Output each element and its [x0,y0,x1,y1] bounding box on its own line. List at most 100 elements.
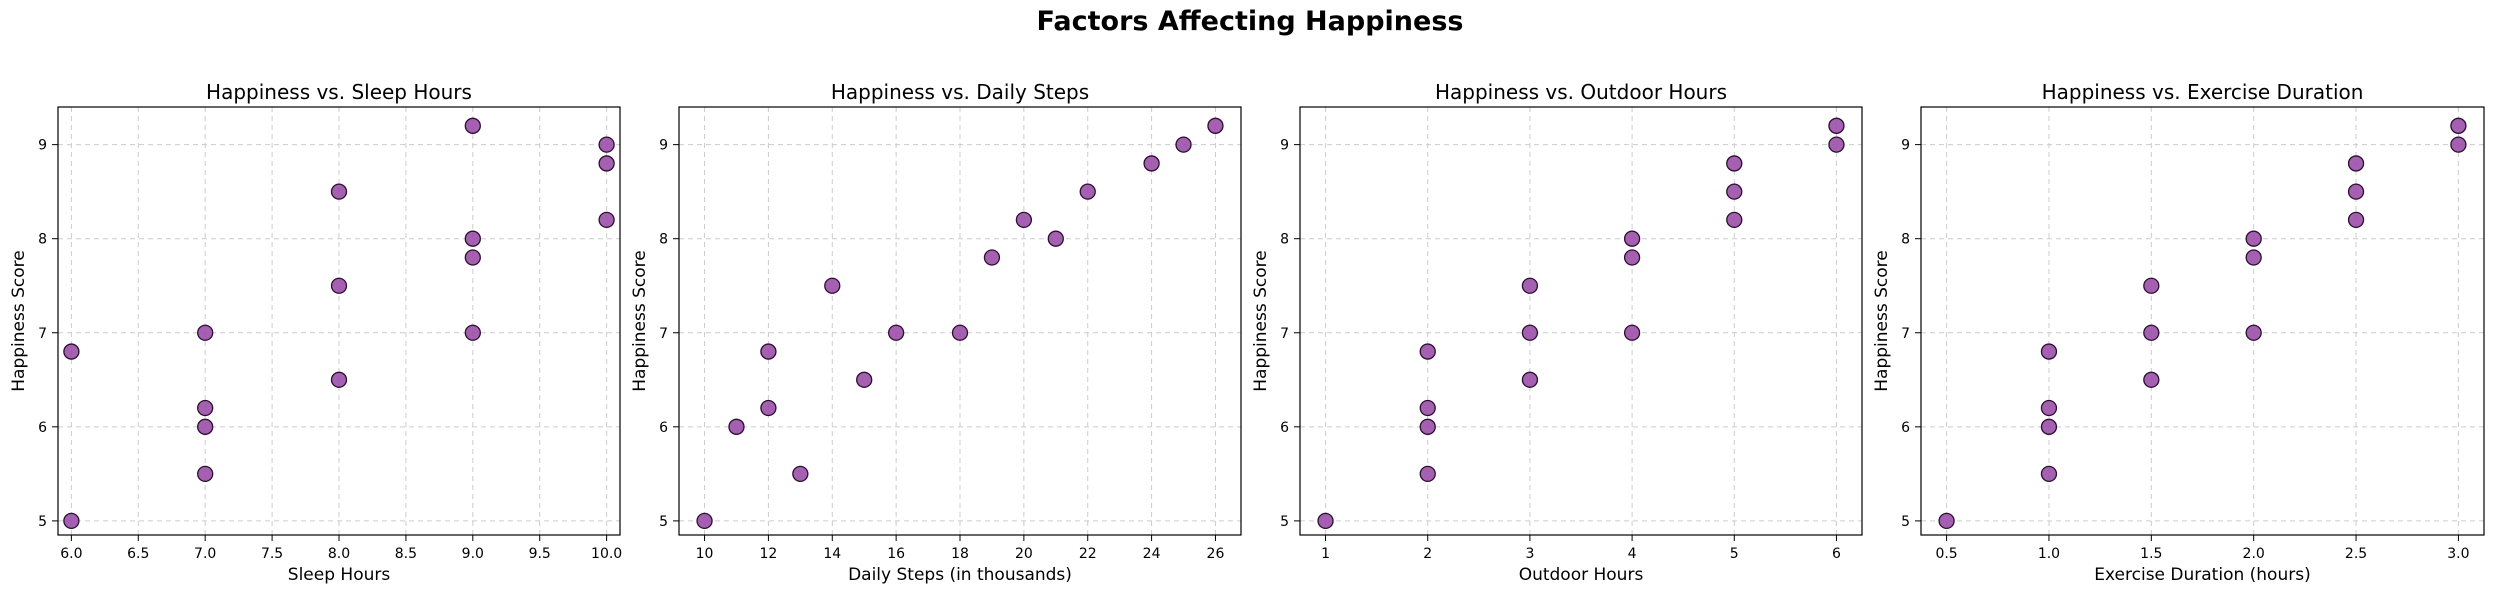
x-tick-label: 22 [1079,546,1097,562]
y-tick-label: 7 [1280,326,1289,342]
chart-title: Happiness vs. Outdoor Hours [1435,80,1727,104]
y-tick-label: 8 [659,232,668,248]
plot-frame [57,106,621,536]
y-tick-label: 6 [1901,420,1910,436]
x-tick-label: 9.5 [529,546,551,562]
data-point [2040,418,2058,435]
data-point [2040,465,2058,483]
data-point [2040,343,2058,360]
x-tick-label: 7.0 [194,546,216,562]
x-tick-label: 2.5 [2345,546,2367,562]
x-tick-label: 1.5 [2140,546,2162,562]
chart-panel-2: 10 12 14 16 18 20 22 24 26 5 6 7 8 9 Happiness vs. Dai… [630,80,1242,585]
data-point [464,230,481,247]
data-point [2347,183,2365,200]
y-tick-label: 8 [1901,232,1910,248]
x-tick-label: 2.0 [2243,546,2265,562]
data-point [1938,512,1955,530]
y-tick-label: 5 [1280,514,1289,530]
chart-panel-4: 0.5 1.0 1.5 2.0 2.5 3.0 5 6 7 8 9 Happiness vs. Exe… [1872,80,2485,585]
data-point [598,211,615,229]
data-point [1623,230,1641,247]
data-point [1726,183,1743,200]
y-tick-label: 5 [659,514,668,530]
x-tick-label: 2 [1423,546,1432,562]
y-tick-label: 9 [38,138,47,154]
plot-frame [678,106,1242,536]
y-axis-label: Happiness Score [630,250,650,391]
x-tick-label: 1 [1321,546,1330,562]
data-point [63,343,80,360]
chart-title: Happiness vs. Exercise Duration [2042,80,2364,104]
x-tick-label: 26 [1207,546,1225,562]
x-tick-label: 12 [759,546,777,562]
data-point [2040,399,2058,417]
data-point [330,183,348,200]
data-point [1726,155,1743,172]
y-tick-label: 5 [1901,514,1910,530]
data-point [1828,136,1845,153]
y-axis-label: Happiness Score [1251,250,1271,391]
chart-title: Happiness vs. Daily Steps [831,80,1089,104]
x-tick-label: 1.0 [2038,546,2060,562]
x-tick-label: 10.0 [591,546,622,562]
data-point [1015,211,1033,229]
x-tick-label: 14 [823,546,841,562]
x-axis-label: Sleep Hours [288,565,391,585]
x-axis-label: Exercise Duration (hours) [2094,565,2310,585]
chart-title: Happiness vs. Sleep Hours [206,80,472,104]
x-tick-label: 8.5 [395,546,417,562]
x-tick-label: 24 [1143,546,1161,562]
x-tick-label: 7.5 [261,546,283,562]
chart-panel-3: 1 2 3 4 5 6 5 6 7 8 9 Happiness vs. Outdoor Hours Ou… [1251,80,1863,585]
data-point [2143,324,2160,341]
y-tick-label: 9 [659,138,668,154]
data-point [760,399,777,417]
data-point [1419,418,1436,435]
data-point [197,399,214,417]
data-point [197,324,214,341]
data-point [1521,277,1539,294]
x-tick-label: 18 [951,546,969,562]
data-point [598,136,615,153]
y-tick-label: 8 [38,232,47,248]
data-point [728,418,745,435]
y-axis-label: Happiness Score [1872,250,1892,391]
y-tick-label: 9 [1280,138,1289,154]
data-point [1623,324,1641,341]
x-tick-label: 5 [1730,546,1739,562]
data-point [1419,343,1436,360]
data-point [197,465,214,483]
x-tick-label: 6.0 [60,546,82,562]
data-point [2143,371,2160,388]
x-tick-label: 6 [1832,546,1841,562]
data-point [1828,117,1845,134]
data-point [63,512,80,530]
data-point [1419,399,1436,417]
data-point [598,155,615,172]
x-tick-label: 8.0 [328,546,350,562]
y-tick-label: 5 [38,514,47,530]
data-point [792,465,809,483]
data-point [2347,211,2365,229]
y-tick-label: 7 [1901,326,1910,342]
data-point [464,324,481,341]
data-point [2450,136,2467,153]
data-point [2245,230,2262,247]
data-point [760,343,777,360]
x-axis-label: Outdoor Hours [1519,565,1644,585]
x-tick-label: 4 [1628,546,1637,562]
data-point [2245,324,2262,341]
data-point [1317,512,1334,530]
x-axis-label: Daily Steps (in thousands) [848,565,1072,585]
data-point [887,324,905,341]
data-point [2450,117,2467,134]
data-point [1175,136,1192,153]
data-point [951,324,969,341]
data-point [1419,465,1436,483]
x-tick-label: 0.5 [1935,546,1957,562]
data-point [824,277,841,294]
plot-frame [1920,106,2485,536]
y-tick-label: 6 [659,420,668,436]
